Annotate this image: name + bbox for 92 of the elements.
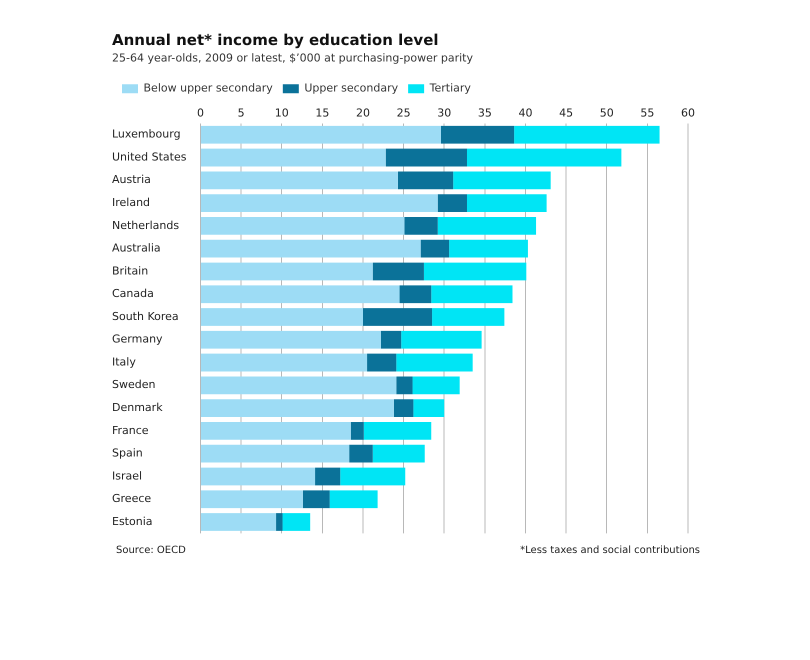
y-tick-label: Estonia: [112, 514, 152, 528]
bar: [200, 171, 398, 190]
chart-subtitle: 25-64 year-olds, 2009 or latest, $’000 at purchasing-power parity: [112, 51, 474, 64]
y-tick-label: Britain: [112, 264, 148, 278]
bar: [350, 422, 364, 440]
bar: [200, 126, 441, 144]
bar: [424, 262, 526, 280]
bar: [200, 422, 351, 440]
y-tick-label: South Korea: [112, 310, 179, 323]
x-tick-label: 60: [681, 106, 695, 120]
y-tick-label: Israel: [112, 469, 142, 482]
y-tick-label: Austria: [112, 173, 151, 186]
bar: [372, 444, 425, 463]
bar: [400, 285, 432, 304]
legend-label: Below upper secondary: [144, 82, 274, 95]
bar: [200, 490, 303, 508]
y-tick-label: Greece: [112, 492, 152, 506]
bar: [396, 354, 473, 372]
bar: [200, 513, 276, 531]
bar: [438, 194, 467, 212]
bar: [412, 376, 460, 394]
x-tick-label: 45: [559, 106, 574, 120]
y-tick-label: Italy: [112, 355, 136, 368]
bar: [200, 399, 394, 418]
bar: [282, 513, 310, 531]
x-tick-label: 55: [640, 106, 654, 120]
x-tick-label: 5: [238, 106, 245, 120]
bar: [200, 240, 421, 258]
x-tick-label: 0: [196, 106, 204, 120]
y-tick-label: France: [112, 424, 149, 437]
bar: [200, 285, 400, 304]
bar: [200, 148, 386, 166]
bar: [453, 171, 551, 190]
bar: [302, 490, 330, 508]
bar: [394, 399, 414, 418]
bar: [372, 262, 424, 280]
bar: [364, 422, 432, 440]
y-tick-label: United States: [112, 150, 187, 164]
bar: [413, 399, 444, 418]
bar: [440, 126, 514, 144]
y-tick-label: Denmark: [112, 400, 164, 414]
bar: [200, 468, 316, 486]
bar: [340, 468, 406, 486]
y-tick-label: Ireland: [112, 196, 150, 209]
bar: [404, 217, 438, 235]
y-tick-label: Netherlands: [112, 218, 180, 232]
bar: [398, 171, 454, 190]
legend-label: Upper secondary: [304, 82, 399, 95]
source-note: Source: OECD: [116, 545, 186, 556]
bar: [380, 330, 402, 349]
bar: [420, 240, 450, 258]
y-tick-label: Sweden: [112, 378, 156, 392]
bar: [200, 376, 396, 394]
bar: [386, 148, 467, 166]
y-tick-label: Canada: [112, 287, 154, 300]
y-tick-label: Spain: [112, 446, 143, 460]
bar: [349, 444, 373, 463]
x-tick-label: 20: [356, 106, 370, 120]
bar: [276, 513, 283, 531]
chart-title: Annual net* income by education level: [112, 30, 439, 49]
bar: [200, 308, 363, 326]
bar: [449, 240, 528, 258]
y-tick-label: Luxembourg: [112, 128, 181, 141]
bar: [200, 354, 368, 372]
text: *Less taxes and social contributions: [520, 545, 700, 556]
x-tick-label: 15: [315, 106, 330, 120]
x-tick-label: 50: [600, 106, 614, 120]
bar: [431, 285, 512, 304]
x-tick-label: 10: [274, 106, 289, 120]
bar: [200, 217, 404, 235]
bar: [200, 330, 381, 349]
bar: [362, 308, 432, 326]
bar: [432, 308, 504, 326]
bar: [466, 148, 622, 166]
legend-label: Tertiary: [428, 82, 472, 95]
y-tick-label: Germany: [112, 332, 164, 346]
bar: [396, 376, 413, 394]
x-tick-label: 40: [518, 106, 532, 120]
bar: [200, 194, 438, 212]
bar: [466, 194, 547, 212]
bar: [315, 468, 340, 486]
bar: [330, 490, 378, 508]
x-tick-label: 35: [478, 106, 492, 120]
bar: [200, 262, 373, 280]
bar: [367, 354, 396, 372]
bar: [401, 330, 482, 349]
x-tick-label: 25: [396, 106, 411, 120]
bar: [438, 217, 536, 235]
x-tick-label: 30: [437, 106, 452, 120]
y-tick-label: Australia: [112, 242, 161, 255]
bar: [200, 444, 350, 463]
bar: [514, 126, 660, 144]
